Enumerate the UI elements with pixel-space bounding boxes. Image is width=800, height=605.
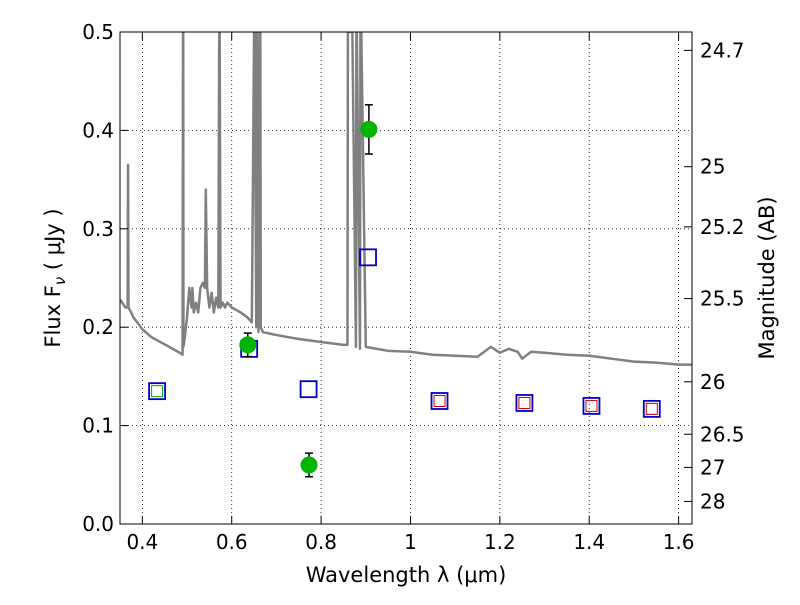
y2-tick-label: 27 [700, 455, 725, 479]
y-axis-label-unit: ( μJy ) [41, 208, 65, 276]
model-square-marker [642, 399, 661, 418]
observed-point [360, 120, 378, 138]
model-inner-square-marker [518, 396, 531, 409]
model-square-marker [299, 380, 318, 399]
y2-tick-label: 25.5 [700, 287, 745, 311]
y-tick-label: 0.0 [82, 512, 114, 536]
x-tick-label: 1 [404, 530, 417, 554]
y2-tick-label: 24.7 [700, 38, 745, 62]
model-square-marker [430, 392, 449, 410]
y2-tick-label: 28 [700, 489, 725, 513]
model-inner-square-marker [585, 399, 598, 412]
x-tick-label: 0.6 [216, 530, 248, 554]
y-tick-label: 0.3 [82, 217, 114, 241]
x-tick-label: 1.4 [573, 530, 605, 554]
y2-axis-label: Magnitude (AB) [755, 196, 779, 359]
template-spectrum-line [120, 32, 692, 366]
model-inner-square-marker [151, 385, 164, 398]
y-tick-label: 0.2 [82, 315, 114, 339]
axis-ticks: 0.4 0.6 0.8 1 1.2 1.4 1.6 0.0 0.1 0.2 0.3 0.4 0.5 24.… [82, 20, 744, 554]
y-tick-label: 0.5 [82, 20, 114, 44]
template-spectrum-layer [120, 32, 692, 366]
x-tick-label: 0.4 [126, 530, 158, 554]
x-axis-label: Wavelength λ (μm) [306, 563, 507, 587]
model-square-marker [515, 394, 534, 412]
y-axis-label-main: Flux F [41, 285, 65, 347]
y-axis-label: Flux Fν ( μJy ) [41, 208, 69, 347]
axis-labels: Wavelength λ (μm) Flux Fν ( μJy ) Magnit… [41, 196, 779, 587]
x-tick-label: 0.8 [305, 530, 337, 554]
model-inner-square-marker [645, 402, 658, 415]
plot-frame [119, 31, 693, 525]
y-tick-label: 0.4 [82, 118, 114, 142]
observed-point [239, 336, 257, 354]
observed-markers-layer [239, 104, 378, 478]
x-tick-label: 1.6 [663, 530, 695, 554]
y2-tick-label: 26 [700, 370, 725, 394]
y-axis-label-sub: ν [51, 277, 69, 285]
y2-tick-label: 25.2 [700, 215, 745, 239]
model-markers-layer [148, 248, 661, 418]
plot-background [120, 32, 692, 524]
y-tick-label: 0.1 [82, 414, 114, 438]
model-square-marker [359, 248, 377, 267]
model-inner-square-marker [433, 395, 446, 407]
model-square-marker [148, 382, 166, 401]
observed-point [300, 456, 318, 474]
y2-tick-label: 25 [700, 155, 725, 179]
x-tick-label: 1.2 [484, 530, 516, 554]
y2-tick-label: 26.5 [700, 422, 745, 446]
model-square-marker [582, 397, 601, 415]
